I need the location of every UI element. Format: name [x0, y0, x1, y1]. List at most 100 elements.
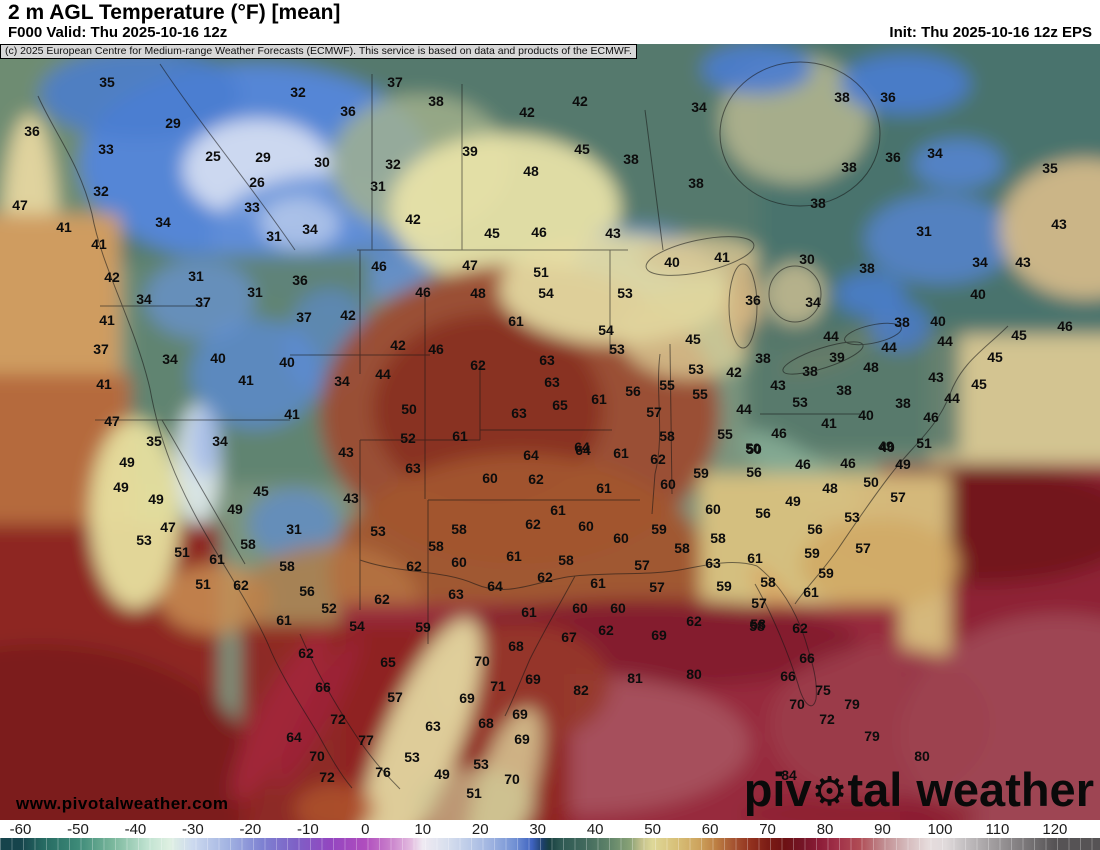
- station-temp-label: 25: [205, 148, 221, 164]
- station-temp-label: 36: [340, 103, 356, 119]
- station-temp-label: 44: [937, 333, 953, 349]
- station-temp-label: 80: [686, 666, 702, 682]
- station-temp-label: 36: [885, 149, 901, 165]
- colorbar-tick: 40: [586, 821, 604, 838]
- station-temp-label: 64: [575, 442, 591, 458]
- station-temp-label: 64: [574, 439, 590, 455]
- station-temp-label: 61: [521, 604, 537, 620]
- station-temp-label: 49: [119, 454, 135, 470]
- station-temp-label: 51: [195, 576, 211, 592]
- station-temp-label: 56: [746, 464, 762, 480]
- station-temp-label: 63: [539, 352, 555, 368]
- station-temp-label: 64: [487, 578, 503, 594]
- station-temp-label: 58: [279, 558, 295, 574]
- station-temp-label: 37: [296, 309, 312, 325]
- station-temp-label: 59: [804, 545, 820, 561]
- station-temp-label: 62: [537, 569, 553, 585]
- station-temp-label: 47: [160, 519, 176, 535]
- temperature-field-graphic: [0, 44, 1100, 820]
- colorbar-tick: -60: [9, 821, 32, 838]
- station-temp-label: 26: [249, 174, 265, 190]
- station-temp-label: 34: [334, 373, 350, 389]
- station-temp-label: 62: [470, 357, 486, 373]
- station-temp-label: 51: [916, 435, 932, 451]
- station-temp-label: 51: [174, 544, 190, 560]
- station-temp-label: 40: [210, 350, 226, 366]
- station-temp-label: 58: [749, 618, 765, 634]
- station-temp-label: 39: [462, 143, 478, 159]
- station-temp-label: 38: [428, 93, 444, 109]
- station-temp-label: 52: [400, 430, 416, 446]
- station-temp-label: 41: [821, 415, 837, 431]
- station-temp-label: 35: [146, 433, 162, 449]
- station-temp-label: 40: [879, 439, 895, 455]
- station-temp-label: 57: [751, 595, 767, 611]
- station-temp-label: 44: [375, 366, 391, 382]
- colorbar-tick: 70: [759, 821, 776, 838]
- station-temp-label: 53: [473, 756, 489, 772]
- station-temp-label: 44: [823, 328, 839, 344]
- station-temp-label: 41: [714, 249, 730, 265]
- station-temp-label: 50: [745, 440, 761, 456]
- station-temp-label: 33: [98, 141, 114, 157]
- station-temp-label: 54: [598, 322, 614, 338]
- station-temp-label: 53: [617, 285, 633, 301]
- station-temp-label: 60: [451, 554, 467, 570]
- station-temp-label: 62: [598, 622, 614, 638]
- station-temp-label: 70: [474, 653, 490, 669]
- station-temp-label: 41: [91, 236, 107, 252]
- colorbar-tick: 60: [701, 821, 719, 838]
- station-temp-label: 49: [785, 493, 801, 509]
- colorbar-tick: -50: [67, 821, 89, 838]
- station-temp-label: 31: [266, 228, 282, 244]
- station-temp-label: 53: [688, 361, 704, 377]
- station-temp-label: 76: [375, 764, 391, 780]
- station-temp-label: 34: [212, 433, 228, 449]
- station-temp-label: 34: [805, 294, 821, 310]
- station-temp-label: 38: [623, 151, 639, 167]
- station-temp-label: 43: [1051, 216, 1067, 232]
- station-temp-label: 53: [792, 394, 808, 410]
- station-temp-label: 41: [99, 312, 115, 328]
- station-temp-label: 77: [358, 732, 374, 748]
- station-temp-label: 37: [93, 341, 109, 357]
- station-temp-label: 45: [253, 483, 269, 499]
- station-temp-label: 58: [674, 540, 690, 556]
- colorbar-tick: 80: [816, 821, 834, 838]
- station-temp-label: 53: [404, 749, 420, 765]
- colorbar-tick: -10: [296, 821, 319, 838]
- station-temp-label: 46: [795, 456, 811, 472]
- station-temp-label: 45: [685, 331, 701, 347]
- station-temp-label: 64: [286, 729, 302, 745]
- station-temp-label: 43: [605, 225, 621, 241]
- station-temp-label: 66: [799, 650, 815, 666]
- station-temp-label: 32: [290, 84, 306, 100]
- station-temp-label: 51: [533, 264, 549, 280]
- station-temp-label: 53: [136, 532, 152, 548]
- station-temp-label: 57: [855, 540, 871, 556]
- station-temp-label: 79: [864, 728, 880, 744]
- station-temp-label: 70: [504, 771, 520, 787]
- station-temp-label: 48: [523, 163, 539, 179]
- station-temp-label: 36: [24, 123, 40, 139]
- valid-time: F000 Valid: Thu 2025-10-16 12z: [8, 24, 228, 41]
- station-temp-label: 40: [858, 407, 874, 423]
- station-temp-label: 49: [434, 766, 450, 782]
- watermark-brand: piv⚙tal weather: [744, 764, 1094, 818]
- station-temp-label: 40: [279, 354, 295, 370]
- station-temp-label: 59: [818, 565, 834, 581]
- station-temp-label: 58: [710, 530, 726, 546]
- station-temp-label: 81: [627, 670, 643, 686]
- station-temp-label: 62: [525, 516, 541, 532]
- station-temp-label: 29: [255, 149, 271, 165]
- station-temp-label: 62: [406, 558, 422, 574]
- station-temp-label: 47: [462, 257, 478, 273]
- station-temp-label: 55: [659, 377, 675, 393]
- station-temp-label: 45: [971, 376, 987, 392]
- station-temp-label: 61: [596, 480, 612, 496]
- station-temp-label: 59: [415, 619, 431, 635]
- station-temp-label: 63: [425, 718, 441, 734]
- station-temp-label: 54: [538, 285, 554, 301]
- init-time: Init: Thu 2025-10-16 12z EPS: [889, 24, 1092, 41]
- station-temp-label: 38: [836, 382, 852, 398]
